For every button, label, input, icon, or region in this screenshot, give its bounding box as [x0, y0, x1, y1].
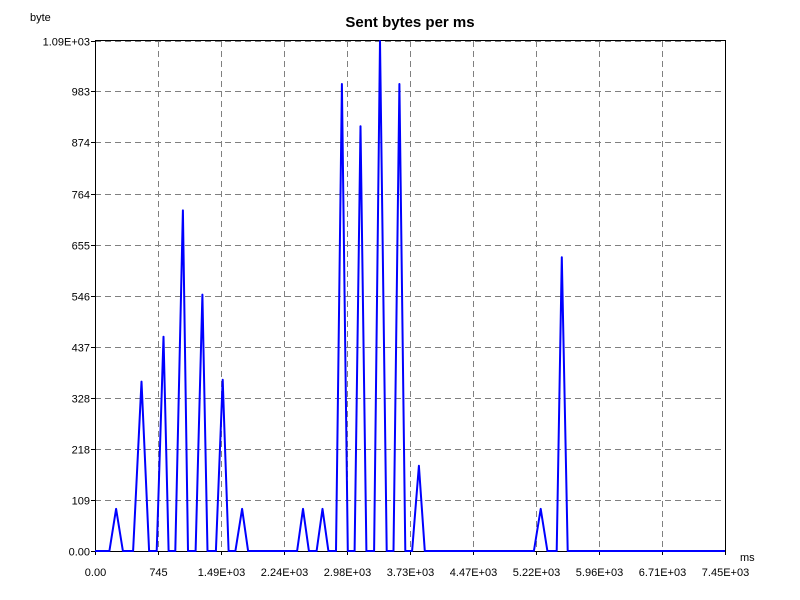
x-tick-label: 5.96E+03 — [576, 567, 623, 579]
y-tick-label: 328 — [72, 394, 90, 406]
x-axis-unit: ms — [740, 552, 755, 564]
x-tick-label: 3.73E+03 — [387, 567, 434, 579]
x-tick-label: 4.47E+03 — [450, 567, 497, 579]
series-line — [95, 40, 725, 552]
y-tick-label: 764 — [72, 190, 90, 202]
x-tick-label: 745 — [149, 567, 167, 579]
chart-title: Sent bytes per ms — [345, 14, 474, 31]
y-tick-label: 437 — [72, 343, 90, 355]
y-tick-label: 109 — [72, 496, 90, 508]
x-tick-label: 0.00 — [85, 567, 106, 579]
series-layer — [95, 40, 725, 552]
grid — [95, 41, 726, 552]
y-axis-ticks: 0.00 109 218 328 437 546 655 764 874 983 1.09E+03 — [43, 37, 95, 559]
y-tick-label: 1.09E+03 — [43, 37, 90, 49]
y-tick-label: 655 — [72, 241, 90, 253]
y-tick-label: 546 — [72, 292, 90, 304]
x-tick-label: 6.71E+03 — [639, 567, 686, 579]
x-axis-ticks: 0.00 745 1.49E+03 2.24E+03 2.98E+03 3.73E+03 4… — [85, 551, 749, 579]
x-tick-label: 5.22E+03 — [513, 567, 560, 579]
x-tick-label: 1.49E+03 — [198, 567, 245, 579]
y-tick-label: 0.00 — [69, 547, 90, 559]
y-axis-unit: byte — [30, 12, 51, 24]
y-tick-label: 218 — [72, 445, 90, 457]
y-tick-label: 874 — [72, 138, 90, 150]
x-tick-label: 2.98E+03 — [324, 567, 371, 579]
x-tick-label: 7.45E+03 — [702, 567, 749, 579]
x-tick-label: 2.24E+03 — [261, 567, 308, 579]
y-tick-label: 983 — [72, 87, 90, 99]
